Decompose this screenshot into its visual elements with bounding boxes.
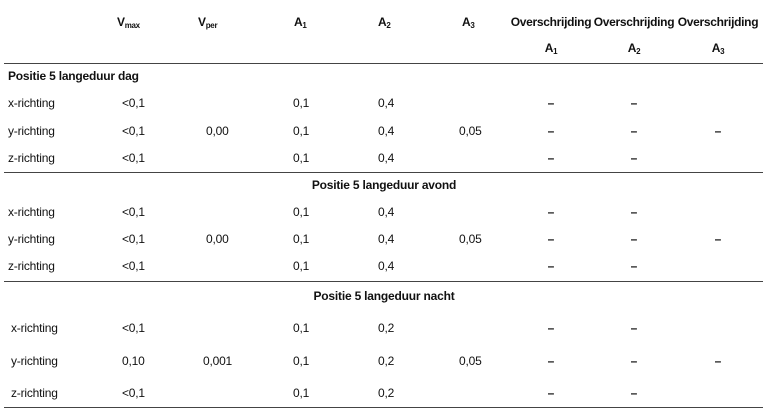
row-dag-y-label: y-richting <box>8 124 55 138</box>
row-nacht-y-label: y-richting <box>11 354 58 368</box>
row-avond-x-a2: 0,4 <box>378 205 395 219</box>
row-nacht-x-o2: – <box>630 321 638 335</box>
row-nacht-x-a1: 0,1 <box>293 321 310 335</box>
header-overschrijding-3: Overschrijding <box>677 15 759 29</box>
section-title-nacht: Positie 5 langeduur nacht <box>313 289 455 303</box>
row-dag-x-a1: 0,1 <box>293 96 310 110</box>
row-nacht-y-a3: 0,05 <box>459 354 482 368</box>
row-nacht-y-vper: 0,001 <box>203 354 233 368</box>
header-over-a1-sub: 1 <box>553 47 558 56</box>
row-avond-z-o2: – <box>630 259 638 273</box>
row-nacht-y-o3: – <box>714 354 722 368</box>
header-over-a1-main: A <box>544 41 554 55</box>
row-avond-y-o1: – <box>547 232 555 246</box>
header-a3-main: A <box>462 15 471 29</box>
row-nacht-x-a2: 0,2 <box>378 321 395 335</box>
header-over-a2-sub: 2 <box>636 47 641 56</box>
header-over-a1: A1 <box>544 41 558 56</box>
header-overschrijding-2: Overschrijding <box>593 15 675 29</box>
row-avond-z-label: z-richting <box>8 259 55 273</box>
row-dag-x-vmax: <0,1 <box>122 96 145 110</box>
row-dag-y-o2: – <box>630 124 638 138</box>
header-over-a3-main: A <box>711 41 721 55</box>
row-dag-x-o2: – <box>630 96 638 110</box>
row-nacht-z-a2: 0,2 <box>378 386 395 400</box>
row-dag-x-a2: 0,4 <box>378 96 395 110</box>
row-avond-x-o2: – <box>630 205 638 219</box>
header-vper-main: V <box>198 15 206 29</box>
row-dag-y-o3: – <box>714 124 722 138</box>
row-nacht-y-o2: – <box>630 354 638 368</box>
row-avond-y-a1: 0,1 <box>293 232 310 246</box>
row-avond-y-o2: – <box>630 232 638 246</box>
row-avond-x-o1: – <box>547 205 555 219</box>
header-a3: A3 <box>462 15 475 30</box>
row-dag-z-vmax: <0,1 <box>122 151 145 165</box>
header-over-a2-main: A <box>627 41 637 55</box>
row-nacht-x-vmax: <0,1 <box>122 321 145 335</box>
row-nacht-x-label: x-richting <box>11 321 58 335</box>
row-avond-y-vmax: <0,1 <box>122 232 145 246</box>
row-dag-y-a2: 0,4 <box>378 124 395 138</box>
row-nacht-y-a1: 0,1 <box>293 354 310 368</box>
row-avond-z-a2: 0,4 <box>378 259 395 273</box>
row-dag-y-vper: 0,00 <box>206 124 229 138</box>
header-over-a2: A2 <box>627 41 641 56</box>
header-a2-main: A <box>378 15 387 29</box>
header-over-a3-sub: 3 <box>720 47 725 56</box>
header-vper: Vper <box>198 15 218 30</box>
row-avond-z-a1: 0,1 <box>293 259 310 273</box>
header-vmax-main: V <box>117 15 125 29</box>
header-a2-sub: 2 <box>386 21 391 30</box>
row-dag-y-o1: – <box>547 124 555 138</box>
section-title-avond: Positie 5 langeduur avond <box>311 178 457 192</box>
row-dag-z-label: z-richting <box>8 151 55 165</box>
header-a1: A1 <box>294 15 307 30</box>
row-avond-z-vmax: <0,1 <box>122 259 145 273</box>
row-nacht-z-vmax: <0,1 <box>122 386 145 400</box>
header-a3-sub: 3 <box>470 21 475 30</box>
row-dag-z-o2: – <box>630 151 638 165</box>
header-overschrijding-1: Overschrijding <box>510 15 592 29</box>
row-nacht-y-a2: 0,2 <box>378 354 395 368</box>
header-vmax: Vmax <box>117 15 140 30</box>
row-nacht-z-o1: – <box>547 386 555 400</box>
section-title-dag: Positie 5 langeduur dag <box>8 69 139 83</box>
row-nacht-x-o1: – <box>547 321 555 335</box>
row-dag-z-o1: – <box>547 151 555 165</box>
table-bottom-rule <box>4 407 763 408</box>
row-dag-y-a1: 0,1 <box>293 124 310 138</box>
row-avond-x-vmax: <0,1 <box>122 205 145 219</box>
row-avond-z-o1: – <box>547 259 555 273</box>
section-divider-2 <box>4 281 763 282</box>
header-a2: A2 <box>378 15 391 30</box>
row-nacht-z-a1: 0,1 <box>293 386 310 400</box>
row-avond-x-label: x-richting <box>8 205 55 219</box>
row-dag-y-a3: 0,05 <box>459 124 482 138</box>
header-vper-sub: per <box>205 21 218 30</box>
row-avond-y-label: y-richting <box>8 232 55 246</box>
header-over-a3: A3 <box>711 41 725 56</box>
row-nacht-z-label: z-richting <box>11 386 58 400</box>
header-a1-main: A <box>294 15 303 29</box>
row-dag-x-label: x-richting <box>8 96 55 110</box>
row-avond-y-o3: – <box>714 232 722 246</box>
row-avond-x-a1: 0,1 <box>293 205 310 219</box>
row-avond-y-a2: 0,4 <box>378 232 395 246</box>
row-dag-y-vmax: <0,1 <box>122 124 145 138</box>
row-nacht-y-o1: – <box>547 354 555 368</box>
row-dag-z-a1: 0,1 <box>293 151 310 165</box>
row-nacht-z-o2: – <box>630 386 638 400</box>
row-dag-x-o1: – <box>547 96 555 110</box>
row-avond-y-vper: 0,00 <box>206 232 229 246</box>
row-avond-y-a3: 0,05 <box>459 232 482 246</box>
row-dag-z-a2: 0,4 <box>378 151 395 165</box>
row-nacht-y-vmax: 0,10 <box>122 354 145 368</box>
header-vmax-sub: max <box>124 21 140 30</box>
section-divider-1 <box>4 172 763 173</box>
header-a1-sub: 1 <box>302 21 307 30</box>
header-divider <box>4 63 763 64</box>
